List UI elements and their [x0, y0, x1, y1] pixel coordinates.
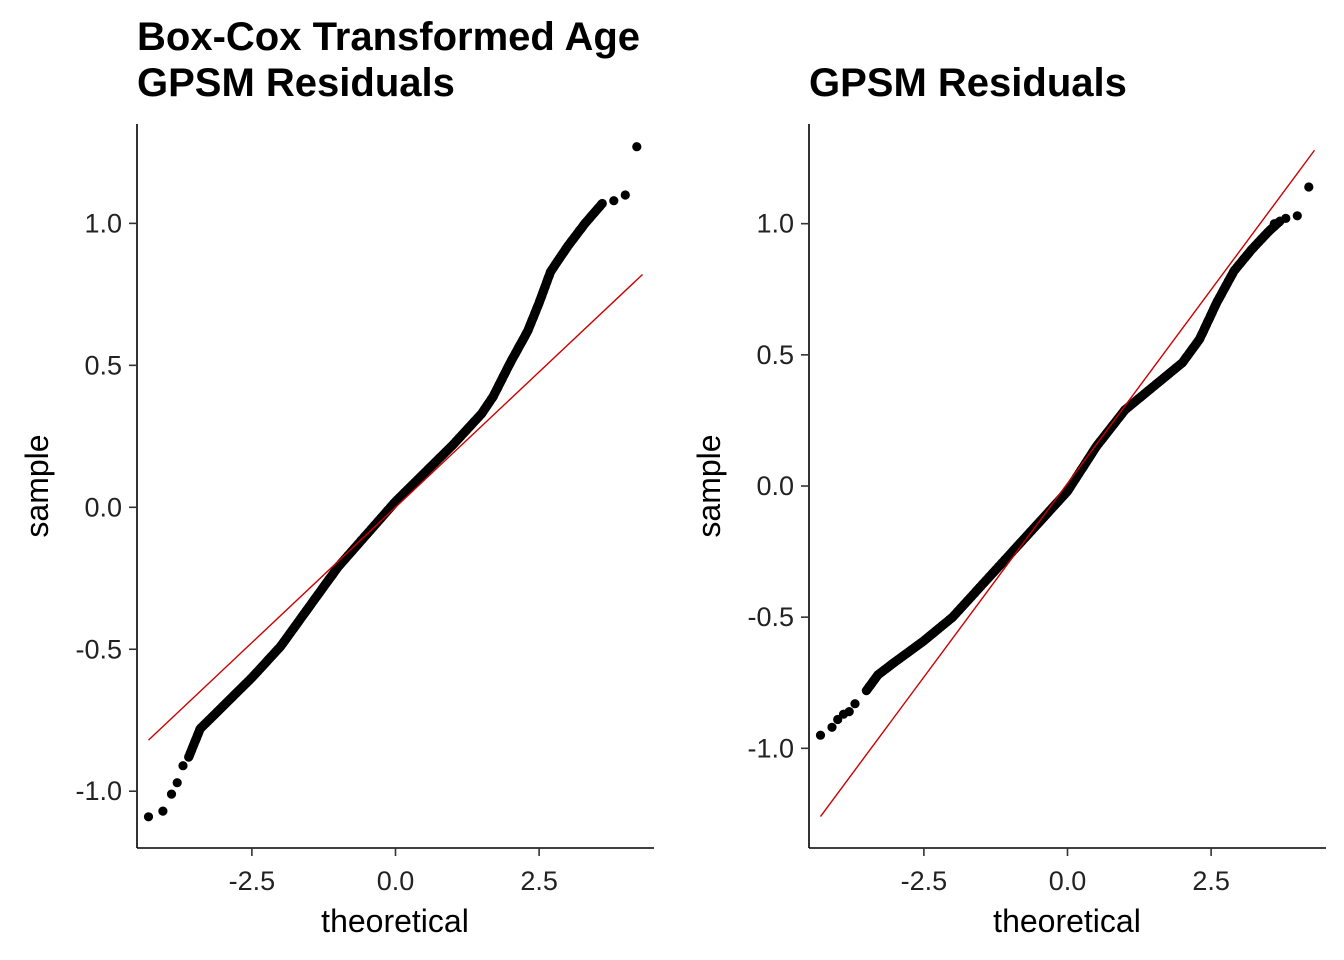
- qq-tail-point: [815, 730, 826, 740]
- panel-title-line-1: GPSM Residuals: [809, 61, 1127, 105]
- x-tick-label: -2.5: [901, 866, 948, 896]
- y-tick-label: 0.5: [756, 340, 794, 370]
- y-tick-label: -0.5: [75, 634, 122, 664]
- plot-area: [143, 142, 643, 822]
- qq-tail-point: [833, 714, 843, 725]
- x-axis-ticks: -2.5 0.0 2.5: [229, 848, 558, 896]
- y-axis-ticks: -1.0 -0.5 0.0 0.5 1.0: [747, 209, 809, 763]
- y-tick-label: 0.0: [84, 492, 122, 522]
- y-axis-label: sample: [19, 434, 55, 537]
- y-axis-label: sample: [691, 434, 727, 537]
- qq-tail-point: [609, 196, 619, 206]
- qq-panel-box-cox: Box-Cox Transformed Age GPSM Residuals -…: [19, 15, 654, 939]
- x-tick-label: 2.5: [1192, 866, 1230, 896]
- y-axis-ticks: -1.0 -0.5 0.0 0.5 1.0: [75, 208, 137, 806]
- qq-panel-gpsm: GPSM Residuals -1.0 -0.5 0.0 0.5 1.0 -2.5 0.0…: [691, 61, 1326, 939]
- y-tick-label: 1.0: [84, 208, 122, 238]
- y-tick-label: -0.5: [747, 602, 794, 632]
- qq-tail-point: [178, 761, 188, 771]
- qq-tail-point: [1269, 219, 1279, 229]
- x-tick-label: 0.0: [1049, 866, 1087, 896]
- qq-tail-point: [632, 142, 642, 152]
- x-axis-label: theoretical: [993, 903, 1141, 939]
- y-tick-label: 0.5: [84, 350, 122, 380]
- qq-tail-point: [620, 190, 630, 200]
- panel-title-line-2: GPSM Residuals: [137, 61, 455, 105]
- qq-tail-point: [172, 778, 182, 788]
- qq-tail-point: [1292, 211, 1302, 221]
- plot-area: [815, 149, 1316, 817]
- qq-reference-line: [148, 273, 643, 741]
- qq-tail-point: [827, 722, 837, 732]
- y-tick-label: 1.0: [756, 209, 794, 239]
- qq-point: [597, 198, 607, 209]
- qq-reference-line: [819, 149, 1316, 817]
- x-tick-label: -2.5: [229, 866, 276, 896]
- panel-title-line-1: Box-Cox Transformed Age: [137, 15, 640, 59]
- panel-title: Box-Cox Transformed Age GPSM Residuals: [137, 15, 651, 105]
- x-tick-label: 0.0: [377, 866, 415, 896]
- qq-tail-point: [1304, 182, 1314, 192]
- qq-tail-point: [844, 707, 854, 717]
- x-axis-ticks: -2.5 0.0 2.5: [901, 848, 1230, 896]
- y-tick-label: -1.0: [75, 776, 122, 806]
- qq-tail-point: [158, 806, 168, 816]
- y-tick-label: 0.0: [756, 471, 794, 501]
- x-tick-label: 2.5: [520, 866, 558, 896]
- panel-title: GPSM Residuals: [809, 61, 1127, 105]
- qq-tail-point: [166, 789, 177, 799]
- x-axis-label: theoretical: [321, 903, 469, 939]
- qq-tail-point: [850, 699, 860, 709]
- qq-tail-point: [1281, 213, 1291, 223]
- y-tick-label: -1.0: [747, 733, 794, 763]
- qq-tail-point: [143, 812, 154, 822]
